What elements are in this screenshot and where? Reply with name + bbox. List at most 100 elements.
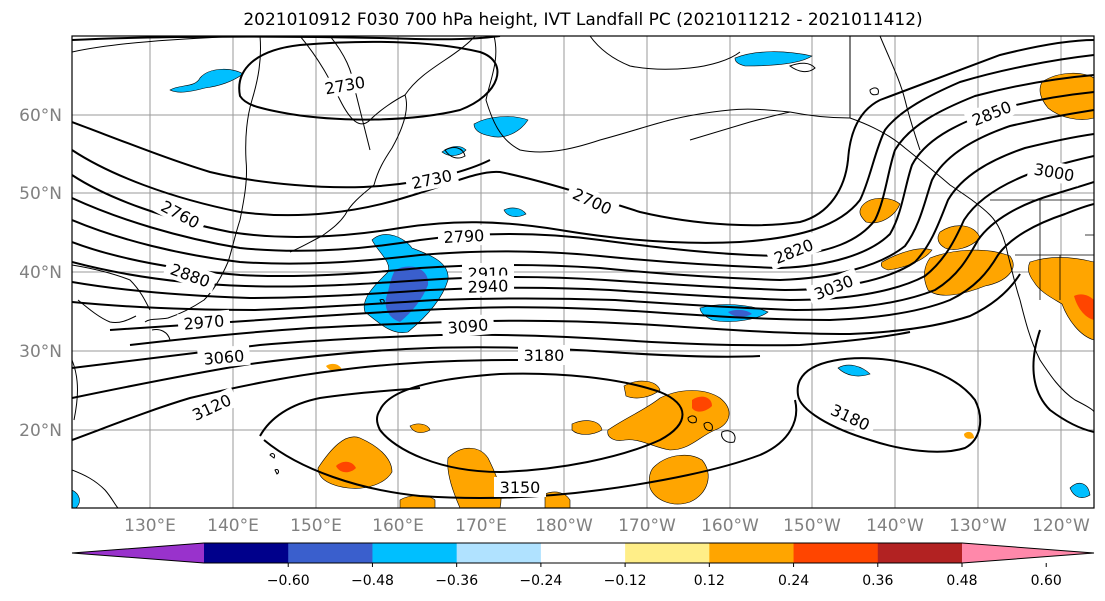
colorbar-tick-label: 0.36 [862, 573, 893, 589]
svg-text:2970: 2970 [183, 311, 225, 333]
height-contour [72, 91, 1094, 270]
contour-label: 2940 [461, 275, 515, 297]
lon-label: 170°E [455, 516, 507, 536]
ivt-positive-area [571, 420, 603, 435]
colorbar-tick-labels: −0.60 −0.48 −0.36 −0.24 −0.12 0.12 0.24 0.36 0.4… [267, 563, 1062, 589]
contour-label: 3180 [518, 345, 570, 365]
colorbar-tick-label: −0.24 [519, 573, 562, 589]
map-border [71, 35, 1095, 509]
svg-text:3180: 3180 [524, 346, 565, 365]
longitude-labels: 130°E 140°E 150°E 160°E 170°E 180°W 170°… [124, 516, 1090, 536]
lon-label: 170°W [618, 516, 676, 536]
lon-label: 180°W [535, 516, 593, 536]
colorbar-segment [288, 543, 373, 563]
colorbar-segment [72, 543, 204, 563]
colorbar-tick-label: 0.12 [694, 573, 725, 589]
height-contour [72, 346, 761, 399]
height-contour [259, 387, 421, 437]
height-contour [72, 359, 521, 441]
height-contour [129, 273, 1021, 346]
svg-text:2940: 2940 [467, 276, 508, 296]
colorbar-tick-label: −0.60 [267, 573, 310, 589]
height-contour [72, 36, 501, 41]
height-contour [72, 54, 1094, 244]
height-contour [72, 133, 1094, 292]
colorbar-segment [962, 543, 1094, 563]
height-contour [1032, 329, 1094, 433]
lon-label: 130°W [949, 516, 1007, 536]
ivt-positive-area [924, 249, 1014, 296]
ivt-positive-area [964, 431, 974, 439]
contour-label: 3090 [441, 313, 495, 339]
svg-text:3150: 3150 [500, 478, 541, 497]
ivt-positive-core [336, 461, 356, 473]
lat-label: 40°N [19, 263, 62, 283]
colorbar-tick-label: −0.12 [604, 573, 647, 589]
map-panel: 2730 2730 2700 2760 2790 2820 2850 3000 … [72, 36, 1094, 508]
contour-label: 3150 [494, 477, 546, 497]
ivt-positive-area [409, 423, 431, 433]
colorbar-segment [625, 543, 710, 563]
ivt-negative-area [1069, 482, 1091, 498]
contour-label: 2790 [437, 224, 491, 248]
colorbar-outline [71, 542, 1095, 564]
figure-title: 2021010912 F030 700 hPa height, IVT Land… [243, 10, 922, 30]
contour-label: 2970 [177, 309, 231, 335]
height-contour [72, 181, 1094, 312]
colorbar-tick-label: 0.60 [1031, 573, 1062, 589]
height-contour [263, 399, 798, 499]
colorbar-segment [204, 543, 289, 563]
svg-text:3060: 3060 [203, 346, 245, 368]
ivt-positive-core [1074, 294, 1094, 320]
colorbar-tick-label: −0.48 [351, 573, 394, 589]
lon-label: 140°E [207, 516, 259, 536]
lon-label: 160°E [372, 516, 424, 536]
height-contour [109, 203, 1094, 331]
colorbar-tick-label: −0.36 [435, 573, 478, 589]
ivt-positive-area [937, 225, 981, 250]
ivt-negative-area [473, 116, 529, 138]
lon-label: 120°W [1032, 516, 1090, 536]
contour-label: 3000 [1026, 157, 1082, 187]
height-contour [238, 40, 499, 121]
colorbar-tick-label: 0.24 [778, 573, 809, 589]
colorbar-segment [456, 543, 542, 563]
height-contour [376, 372, 684, 474]
lon-label: 150°E [290, 516, 342, 536]
height-contours [72, 36, 1094, 499]
colorbar-segment [709, 543, 795, 563]
ivt-positive-core [692, 396, 712, 412]
ivt-negative-area [503, 207, 527, 217]
height-contour [72, 155, 1094, 302]
colorbar-segment [793, 543, 879, 563]
height-contour [796, 357, 982, 453]
lon-label: 140°W [866, 516, 924, 536]
ivt-positive-area [859, 197, 901, 224]
colorbar-segment [877, 543, 963, 563]
lat-label: 60°N [19, 106, 62, 126]
ivt-negative-area [734, 51, 813, 67]
height-contour [72, 109, 1094, 282]
colorbar [71, 542, 1095, 564]
lon-label: 150°W [783, 516, 841, 536]
lon-label: 160°W [701, 516, 759, 536]
political-borders [990, 199, 1094, 300]
colorbar-tick-label: 0.48 [946, 573, 977, 589]
ivt-negative-core [728, 309, 752, 317]
lon-label: 130°E [124, 516, 176, 536]
lat-label: 30°N [19, 342, 62, 362]
height-contour [72, 39, 1094, 227]
ivt-positive-area [317, 436, 393, 489]
svg-text:3090: 3090 [447, 315, 489, 337]
ivt-negative-area [72, 489, 80, 508]
ivt-positive-area [1039, 72, 1094, 120]
contour-label: 3060 [197, 344, 251, 370]
ivt-positive-area [648, 454, 709, 505]
height-contour [72, 74, 1094, 258]
ivt-positive-area [1028, 257, 1094, 341]
ivt-negative-area [837, 364, 871, 377]
lat-label: 50°N [19, 184, 62, 204]
latitude-labels: 60°N 50°N 40°N 30°N 20°N [19, 106, 62, 441]
